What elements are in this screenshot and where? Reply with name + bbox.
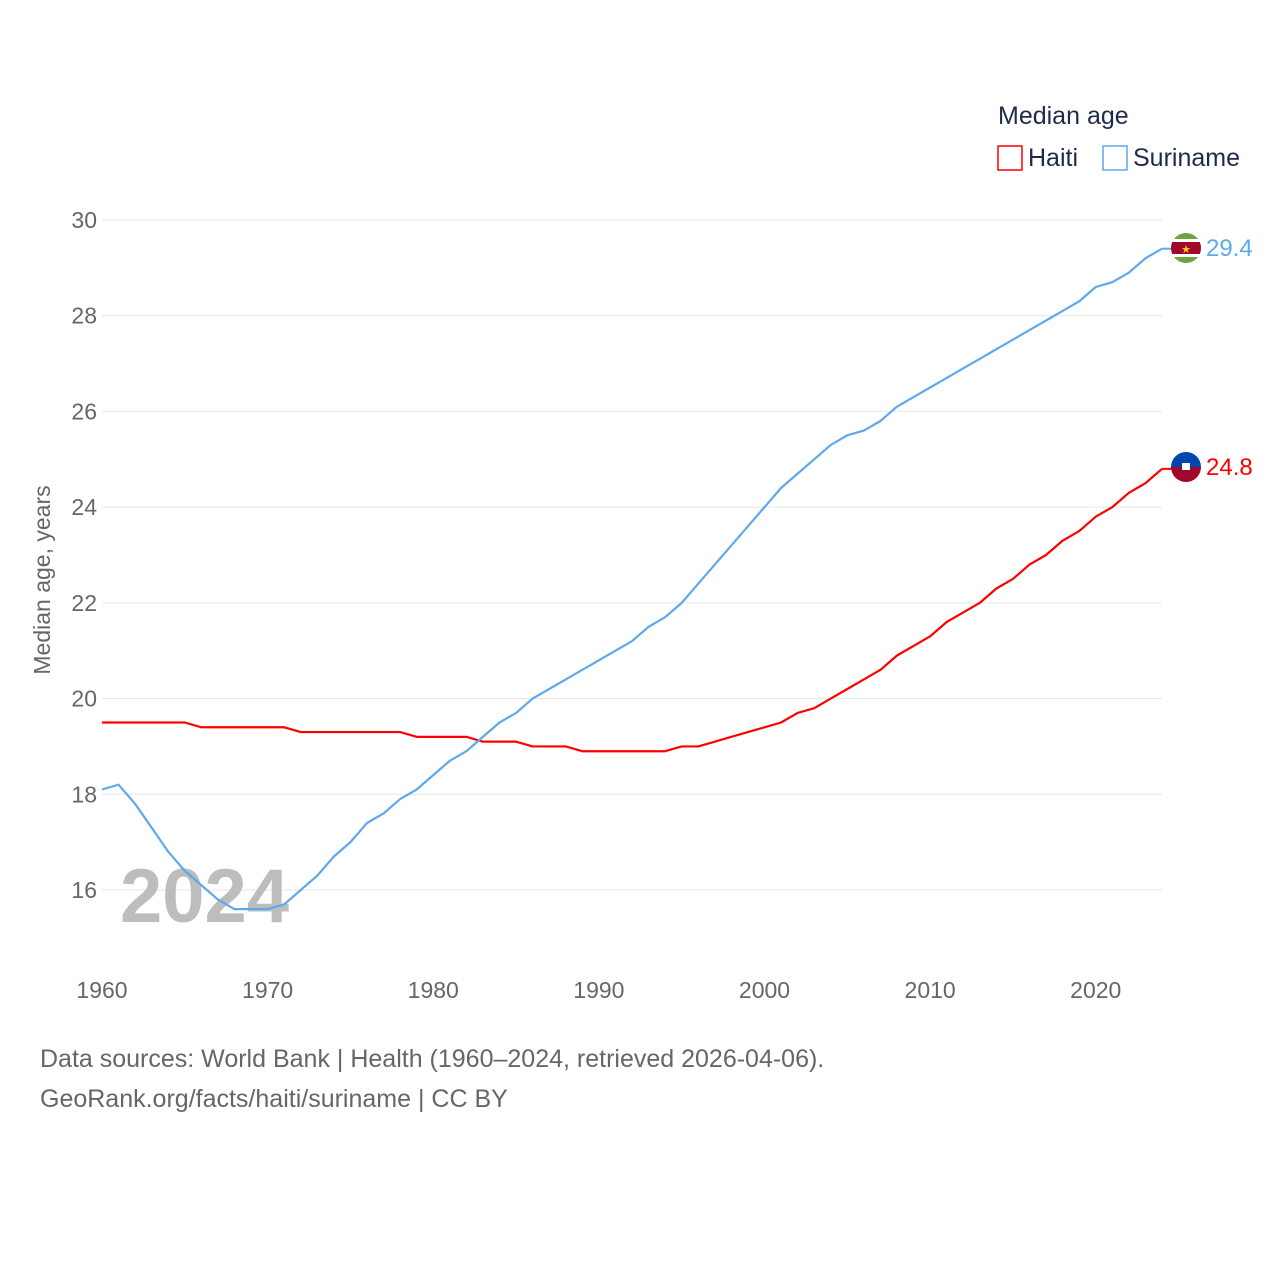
footer-credit[interactable]: GeoRank.org/facts/haiti/suriname | CC BY bbox=[40, 1085, 508, 1113]
svg-text:★: ★ bbox=[1181, 244, 1191, 256]
y-axis-label: Median age, years bbox=[29, 485, 55, 674]
y-tick-label: 22 bbox=[71, 590, 97, 616]
x-tick-label: 2020 bbox=[1070, 977, 1121, 1003]
y-axis-ticks: 16 18 20 22 24 26 28 30 bbox=[71, 207, 97, 903]
watermark-year: 2024 bbox=[120, 854, 289, 939]
haiti-flag-icon bbox=[1171, 452, 1201, 482]
y-tick-label: 28 bbox=[71, 303, 97, 329]
legend-title: Median age bbox=[998, 102, 1129, 130]
y-tick-label: 16 bbox=[71, 877, 97, 903]
y-tick-label: 20 bbox=[71, 686, 97, 712]
legend-label-suriname: Suriname bbox=[1133, 144, 1240, 172]
x-tick-label: 1960 bbox=[76, 977, 127, 1003]
x-tick-label: 1990 bbox=[573, 977, 624, 1003]
end-label-suriname: 29.4 bbox=[1206, 235, 1253, 262]
legend-swatch-suriname bbox=[1102, 145, 1128, 171]
x-tick-label: 1980 bbox=[408, 977, 459, 1003]
series-line-haiti[interactable] bbox=[102, 468, 1163, 753]
end-label-haiti: 24.8 bbox=[1206, 454, 1253, 481]
suriname-flag-icon: ★ bbox=[1171, 233, 1201, 263]
y-tick-label: 24 bbox=[71, 494, 97, 520]
x-tick-label: 1970 bbox=[242, 977, 293, 1003]
series-line-suriname[interactable] bbox=[101, 247, 1163, 911]
footer-source: Data sources: World Bank | Health (1960–… bbox=[40, 1045, 825, 1073]
legend-item-haiti[interactable]: Haiti bbox=[997, 144, 1078, 172]
y-tick-label: 18 bbox=[71, 781, 97, 807]
legend-item-suriname[interactable]: Suriname bbox=[1102, 144, 1240, 172]
x-axis-ticks: 1960 1970 1980 1990 2000 2010 2020 bbox=[76, 977, 1121, 1003]
y-tick-label: 30 bbox=[71, 207, 97, 233]
x-tick-label: 2000 bbox=[739, 977, 790, 1003]
y-tick-label: 26 bbox=[71, 398, 97, 424]
x-tick-label: 2010 bbox=[905, 977, 956, 1003]
gridlines bbox=[102, 219, 1162, 891]
legend-label-haiti: Haiti bbox=[1028, 144, 1078, 172]
legend-swatch-haiti bbox=[997, 145, 1023, 171]
series-lines bbox=[101, 247, 1172, 911]
